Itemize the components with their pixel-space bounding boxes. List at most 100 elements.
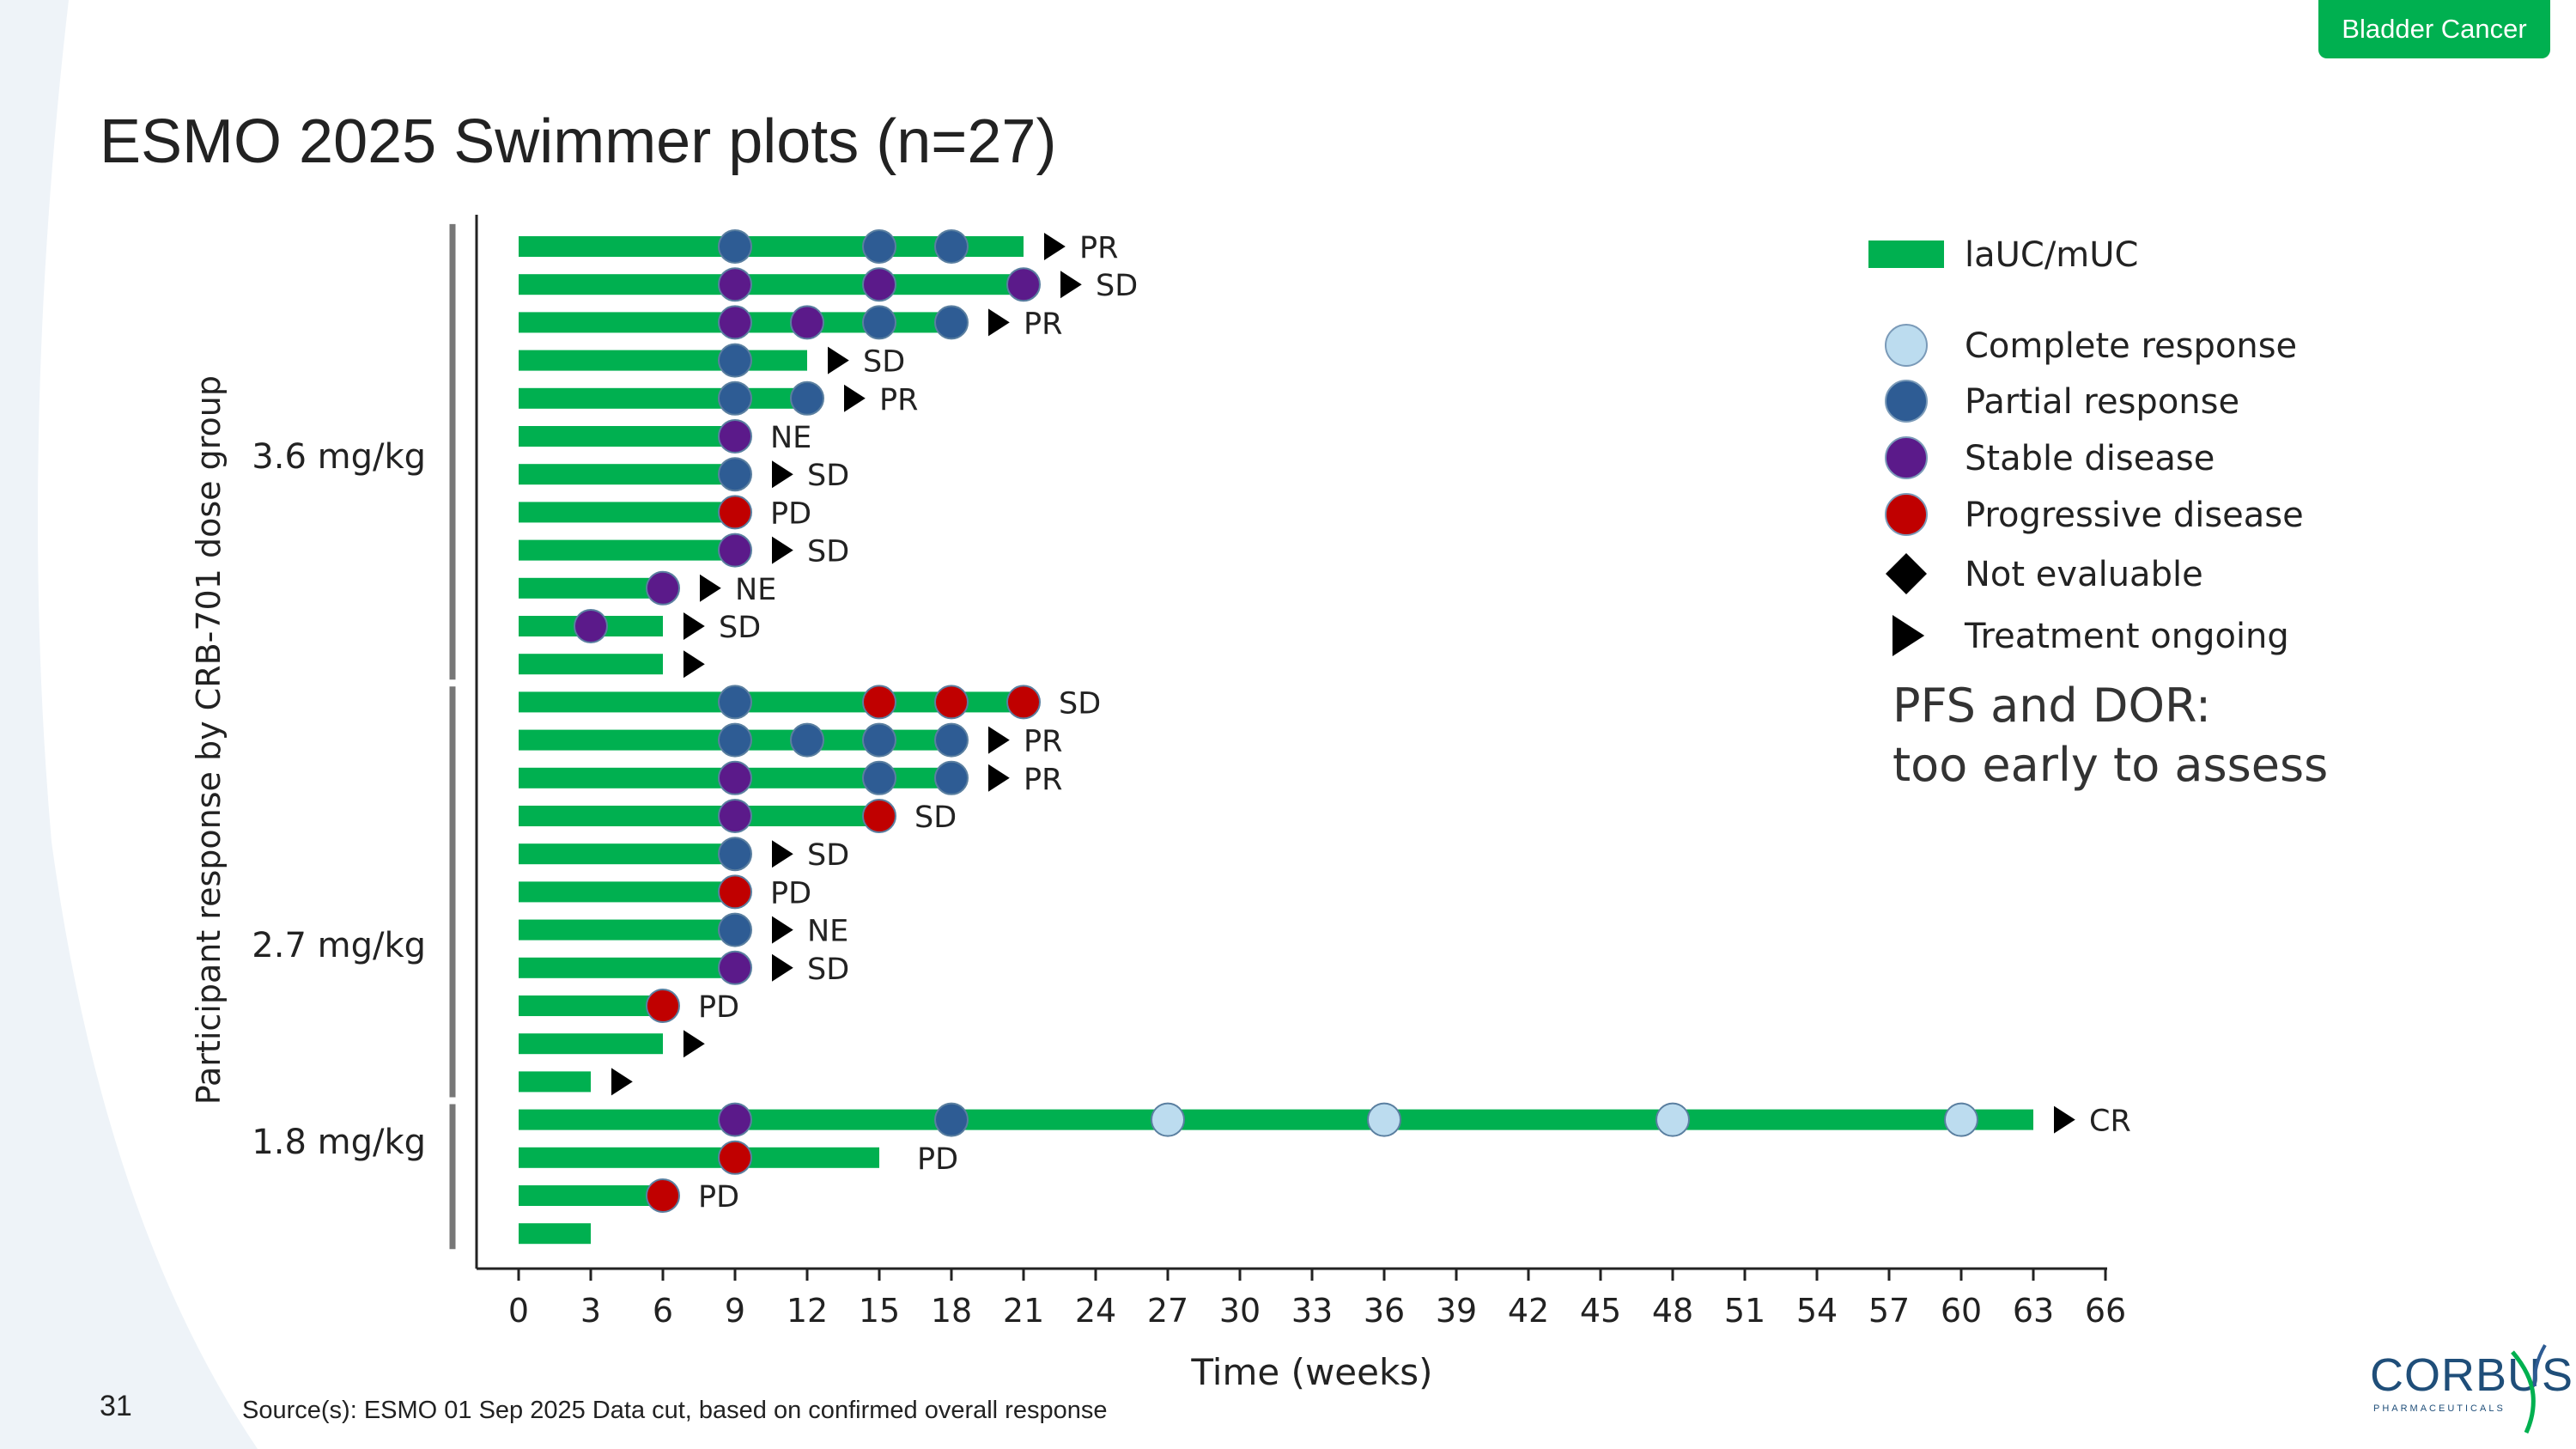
treatment-ongoing-marker xyxy=(683,1030,705,1058)
treatment-bar xyxy=(519,957,735,978)
response-marker xyxy=(934,305,969,340)
x-tick-label: 66 xyxy=(2085,1292,2126,1330)
x-tick-label: 51 xyxy=(1724,1292,1765,1330)
x-tick-label: 54 xyxy=(1796,1292,1838,1330)
response-marker xyxy=(718,685,752,720)
legend-swatch-circle xyxy=(1885,324,1928,367)
treatment-bar xyxy=(519,1071,591,1093)
dose-group-label: 2.7 mg/kg xyxy=(252,926,426,965)
treatment-bar xyxy=(519,426,735,447)
legend-swatch-bar xyxy=(1868,240,1944,268)
note-line-1: PFS and DOR: xyxy=(1893,679,2211,733)
response-marker xyxy=(718,950,752,985)
response-marker xyxy=(934,685,969,720)
best-response-label: PR xyxy=(879,383,918,417)
response-marker xyxy=(718,305,752,340)
treatment-ongoing-marker xyxy=(611,1068,633,1096)
best-response-label: SD xyxy=(1096,269,1138,303)
legend-label: Partial response xyxy=(1965,382,2239,422)
response-marker xyxy=(934,229,969,264)
treatment-ongoing-marker xyxy=(988,726,1010,754)
best-response-label: SD xyxy=(807,953,849,987)
legend-label: Stable disease xyxy=(1965,439,2215,478)
treatment-bar xyxy=(519,919,735,941)
response-marker xyxy=(718,837,752,872)
x-tick-label: 3 xyxy=(580,1292,601,1330)
response-marker xyxy=(718,722,752,758)
treatment-ongoing-marker xyxy=(1044,233,1066,260)
response-marker xyxy=(718,874,752,910)
response-marker xyxy=(718,229,752,264)
response-marker xyxy=(718,760,752,795)
treatment-ongoing-marker xyxy=(844,384,866,412)
response-marker xyxy=(862,799,896,833)
best-response-label: NE xyxy=(735,573,776,607)
x-tick-label: 18 xyxy=(931,1292,972,1330)
x-tick-label: 33 xyxy=(1291,1292,1333,1330)
response-marker xyxy=(862,305,896,340)
x-tick-label: 0 xyxy=(508,1292,529,1330)
treatment-ongoing-marker xyxy=(1060,271,1082,299)
treatment-bar xyxy=(519,654,663,675)
response-marker xyxy=(862,685,896,720)
response-marker xyxy=(646,570,680,606)
x-tick-label: 45 xyxy=(1580,1292,1621,1330)
legend-label: Progressive disease xyxy=(1965,496,2304,535)
response-marker xyxy=(646,989,680,1023)
treatment-bar xyxy=(519,1223,591,1245)
treatment-bar xyxy=(519,387,807,409)
x-tick-label: 24 xyxy=(1075,1292,1116,1330)
dose-group-label: 3.6 mg/kg xyxy=(252,437,426,477)
x-axis-title: Time (weeks) xyxy=(1190,1351,1432,1393)
legend-swatch-circle xyxy=(1885,380,1928,423)
treatment-bar xyxy=(519,350,807,371)
legend-label: Complete response xyxy=(1965,326,2297,366)
legend-swatch-circle xyxy=(1885,436,1928,479)
treatment-bar xyxy=(519,1185,663,1206)
x-tick-label: 48 xyxy=(1652,1292,1693,1330)
x-tick-label: 9 xyxy=(725,1292,745,1330)
y-axis-title: Participant response by CRB-701 dose gro… xyxy=(190,375,228,1105)
treatment-bar xyxy=(519,881,735,903)
response-marker xyxy=(1151,1102,1185,1137)
treatment-ongoing-marker xyxy=(700,574,721,602)
response-marker xyxy=(934,760,969,795)
treatment-ongoing-marker xyxy=(683,612,705,640)
x-tick-label: 27 xyxy=(1147,1292,1188,1330)
topic-tag: Bladder Cancer xyxy=(2318,0,2550,58)
best-response-label: SD xyxy=(807,838,849,873)
source-note: Source(s): ESMO 01 Sep 2025 Data cut, ba… xyxy=(242,1397,1108,1424)
response-marker xyxy=(1944,1102,1978,1137)
treatment-bar xyxy=(519,843,735,865)
treatment-bar xyxy=(519,577,663,599)
treatment-bar xyxy=(519,1109,2033,1130)
best-response-label: SD xyxy=(807,535,849,569)
x-tick-label: 39 xyxy=(1436,1292,1477,1330)
response-marker xyxy=(790,305,824,340)
best-response-label: PD xyxy=(770,496,811,531)
note-line-2: too early to assess xyxy=(1893,738,2328,792)
response-marker xyxy=(718,457,752,492)
treatment-bar xyxy=(519,502,735,523)
best-response-label: PR xyxy=(1024,307,1062,341)
best-response-label: PR xyxy=(1079,231,1118,265)
dose-group-label: 1.8 mg/kg xyxy=(252,1123,426,1162)
response-marker xyxy=(718,533,752,568)
treatment-bar xyxy=(519,1033,663,1055)
treatment-bar xyxy=(519,539,735,561)
page-number: 31 xyxy=(100,1390,132,1422)
treatment-ongoing-marker xyxy=(683,650,705,679)
best-response-label: PD xyxy=(698,990,739,1025)
best-response-label: SD xyxy=(807,459,849,493)
response-marker xyxy=(718,419,752,454)
response-marker xyxy=(934,1102,969,1137)
treatment-ongoing-marker xyxy=(772,953,793,982)
x-tick-label: 57 xyxy=(1868,1292,1910,1330)
best-response-label: SD xyxy=(863,345,905,380)
best-response-label: PR xyxy=(1024,763,1062,797)
treatment-ongoing-marker xyxy=(988,308,1010,337)
legend-label: laUC/mUC xyxy=(1965,235,2138,275)
best-response-label: NE xyxy=(770,421,811,455)
best-response-label: SD xyxy=(914,801,957,835)
response-marker xyxy=(790,381,824,416)
